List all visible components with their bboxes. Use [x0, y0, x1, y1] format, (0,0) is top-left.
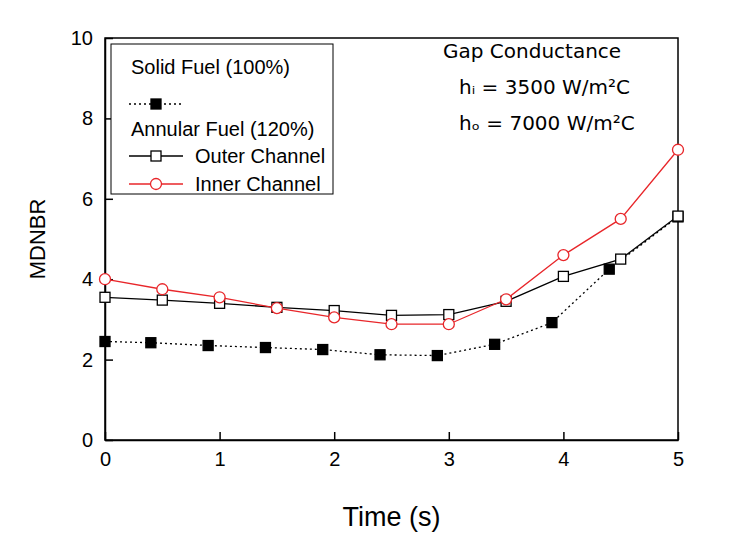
x-tick-mark — [678, 432, 680, 440]
y-tick-label: 8 — [82, 107, 93, 129]
annotation: hₒ = 7000 W/m²C — [459, 111, 635, 135]
series-marker — [146, 338, 156, 348]
annotation: hᵢ = 3500 W/m²C — [459, 75, 630, 99]
y-tick-label: 2 — [82, 349, 93, 371]
x-axis-line — [106, 440, 679, 442]
y-axis: 0 2 4 6 8 10 — [71, 27, 113, 451]
y-tick-mark — [105, 359, 113, 361]
series-marker — [329, 312, 340, 323]
series-line — [105, 216, 678, 315]
y-tick: 0 — [82, 429, 113, 451]
y-tick: 4 — [82, 268, 113, 290]
series-marker — [558, 271, 568, 281]
x-axis: 0 1 2 3 4 5 — [100, 432, 684, 470]
y-tick-label: 4 — [82, 268, 93, 290]
x-tick: 3 — [444, 432, 455, 470]
x-tick: 4 — [558, 432, 569, 470]
y-tick: 8 — [82, 107, 113, 129]
y-tick: 2 — [82, 349, 113, 371]
series-marker — [375, 350, 385, 360]
series-marker — [615, 213, 626, 224]
legend-heading: Annular Fuel (120%) — [131, 118, 314, 140]
x-axis-title: Time (s) — [343, 502, 441, 532]
plot: 0 1 2 3 4 5 0 2 4 6 8 10 Solid Fuel (100%) Annular Fu… — [71, 27, 684, 470]
y-axis-line — [105, 39, 107, 441]
series-marker — [100, 292, 110, 302]
y-tick-label: 10 — [71, 27, 93, 49]
series-marker — [432, 351, 442, 361]
x-tick-label: 3 — [444, 448, 455, 470]
x-tick-label: 0 — [100, 448, 111, 470]
chart: 0 1 2 3 4 5 0 2 4 6 8 10 Solid Fuel (100%) Annular Fu… — [0, 0, 737, 548]
y-axis-title: MDNBR — [25, 199, 50, 280]
legend-marker — [151, 151, 161, 161]
annotation: Gap Conductance — [443, 39, 621, 63]
series-marker — [100, 274, 111, 285]
plot-frame — [105, 38, 678, 440]
series-marker — [673, 144, 684, 155]
x-tick: 2 — [329, 432, 340, 470]
series-marker — [386, 319, 397, 330]
x-tick-mark — [219, 432, 221, 440]
series-marker — [558, 250, 569, 261]
series-marker — [443, 319, 454, 330]
x-tick-label: 1 — [215, 448, 226, 470]
legend-marker — [151, 179, 162, 190]
legend-label: Inner Channel — [195, 173, 321, 195]
series-marker — [271, 303, 282, 314]
y-tick-mark — [105, 38, 113, 40]
legend-label: Outer Channel — [195, 145, 325, 167]
y-tick: 10 — [71, 27, 113, 49]
legend-marker — [151, 99, 161, 109]
x-tick: 5 — [673, 432, 684, 470]
x-tick-label: 4 — [558, 448, 569, 470]
series-marker — [214, 292, 225, 303]
legend: Solid Fuel (100%) Annular Fuel (120%) Oute… — [111, 44, 333, 195]
series-marker — [604, 264, 614, 274]
series-marker — [490, 339, 500, 349]
y-tick-mark — [105, 199, 113, 201]
legend-label: Solid Fuel (100%) — [131, 56, 290, 78]
x-tick: 1 — [215, 432, 226, 470]
y-tick-label: 6 — [82, 188, 93, 210]
series-marker — [673, 211, 683, 221]
series-marker — [203, 341, 213, 351]
series-marker — [547, 318, 557, 328]
x-tick-mark — [449, 432, 451, 440]
x-tick-mark — [334, 432, 336, 440]
x-tick-label: 5 — [673, 448, 684, 470]
series-marker — [157, 295, 167, 305]
series-marker — [673, 212, 683, 222]
x-tick-mark — [563, 432, 565, 440]
series-marker — [318, 345, 328, 355]
series-marker — [157, 284, 168, 295]
series-marker — [616, 254, 626, 264]
legend-box — [111, 44, 333, 194]
series-marker — [260, 343, 270, 353]
series-marker — [100, 337, 110, 347]
y-tick-label: 0 — [82, 429, 93, 451]
x-tick-label: 2 — [329, 448, 340, 470]
y-tick: 6 — [82, 188, 113, 210]
series-marker — [501, 294, 512, 305]
y-tick-mark — [105, 440, 113, 442]
